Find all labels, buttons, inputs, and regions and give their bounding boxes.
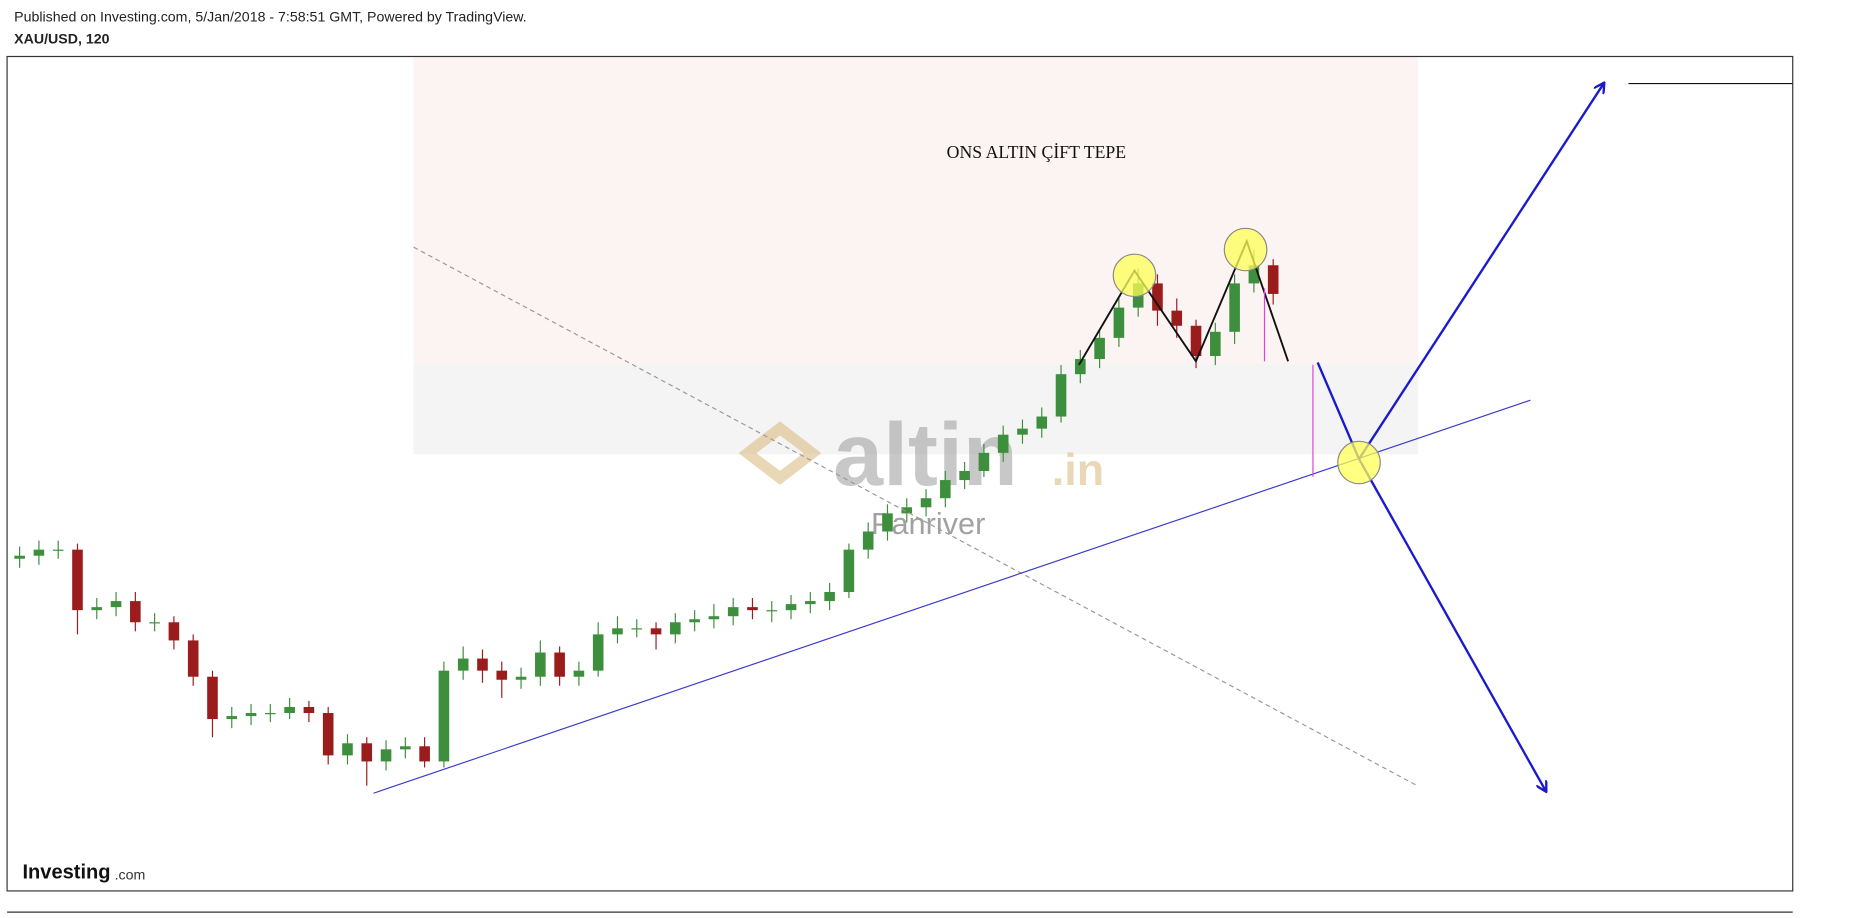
candle-body: [1094, 337, 1105, 360]
up-arrow: [1358, 84, 1604, 460]
target-marker: [1337, 440, 1381, 485]
candle-body: [52, 549, 64, 551]
candle-body: [670, 622, 681, 635]
candle-body: [978, 452, 990, 471]
logo-name: Investing: [22, 862, 110, 884]
watermark-brand: altin: [833, 404, 1018, 504]
candle-body: [1248, 265, 1260, 284]
candle-body: [708, 616, 720, 620]
candle-body: [862, 531, 874, 550]
candle-body: [1055, 374, 1067, 417]
candle-body: [1036, 416, 1048, 429]
candle-body: [631, 628, 643, 630]
candle-body: [265, 713, 276, 715]
candle-body: [91, 607, 103, 611]
candle-body: [187, 640, 199, 677]
candle-body: [515, 676, 527, 680]
drawings: [373, 84, 1793, 794]
candle-body: [554, 652, 565, 677]
candle-body: [438, 670, 450, 762]
candle-body: [592, 634, 604, 671]
candle-body: [766, 610, 778, 612]
candle-body: [1017, 428, 1028, 435]
candle-body: [1190, 325, 1202, 357]
candle-body: [824, 592, 835, 602]
candle-body: [920, 498, 932, 508]
candle-body: [1075, 359, 1086, 375]
candle-body: [226, 716, 238, 720]
top-marker: [1223, 227, 1268, 272]
candle-body: [689, 619, 700, 623]
candle-body: [650, 628, 662, 635]
candle-body: [380, 749, 392, 762]
candle-body: [959, 470, 970, 481]
candle-body: [361, 743, 373, 762]
candle-body: [284, 706, 295, 714]
symbol: XAU/USD, 120: [14, 31, 109, 47]
watermark-suffix: .in: [1052, 445, 1104, 495]
candle-body: [727, 607, 739, 617]
candle-body: [207, 676, 218, 720]
candle-body: [33, 549, 45, 556]
top-marker: [1112, 253, 1157, 298]
candle-body: [342, 743, 353, 756]
candle-body: [72, 549, 83, 611]
candle-body: [1267, 265, 1279, 294]
candle-body: [785, 604, 797, 611]
candle-body: [940, 480, 951, 499]
candle-body: [573, 670, 585, 677]
candle-body: [419, 746, 430, 762]
candle-body: [997, 434, 1009, 453]
candle-body: [477, 658, 488, 671]
candle-body: [130, 601, 141, 623]
logo-suffix: .com: [115, 866, 146, 882]
candle-body: [496, 670, 508, 680]
double-top-pattern: [1078, 238, 1290, 366]
candle-body: [612, 628, 623, 635]
published-note: Published on Investing.com, 5/Jan/2018 -…: [14, 8, 527, 24]
candle-body: [535, 652, 546, 677]
candle-body: [149, 622, 160, 624]
investing-logo: Investing .com: [22, 862, 145, 884]
upper-zone: [413, 56, 1419, 364]
candle-body: [843, 549, 855, 593]
candle-body: [1171, 310, 1183, 326]
candle-body: [1229, 283, 1240, 332]
candle-body: [245, 713, 257, 717]
annotation: ONS ALTIN ÇİFT TEPE: [947, 142, 1126, 162]
candle-body: [168, 622, 180, 641]
candle-body: [322, 713, 334, 756]
candle-body: [1210, 331, 1221, 357]
candle-body: [457, 658, 469, 671]
candle-body: [303, 706, 315, 714]
candle-body: [1152, 283, 1163, 311]
fib-zone: [413, 363, 1419, 455]
candle-body: [882, 513, 893, 532]
candle-body: [901, 507, 913, 514]
candle-body: [747, 607, 758, 611]
candle-body: [14, 555, 25, 559]
candle-body: [805, 601, 816, 605]
candle-body: [400, 746, 411, 750]
shading: [413, 56, 1419, 455]
candle-body: [1113, 307, 1125, 338]
plot-border: [6, 55, 1794, 892]
candle-body: [110, 601, 122, 608]
